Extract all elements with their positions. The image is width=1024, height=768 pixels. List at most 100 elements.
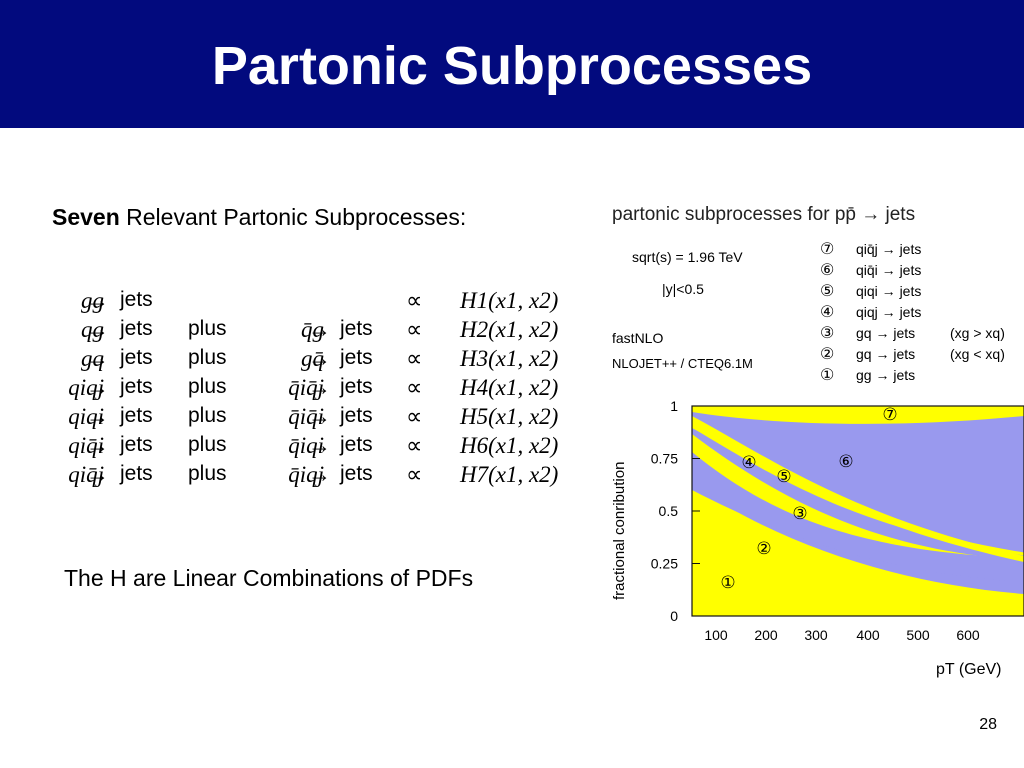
band-blue-mid: [692, 452, 1024, 582]
equation-proportional: ∝: [406, 346, 423, 371]
equation-lhs: qiq̄j: [68, 462, 104, 487]
sqrt-s-label: sqrt(s) = 1.96 TeV: [632, 249, 743, 265]
legend-marker: ⑤: [820, 283, 834, 300]
equation-arrow: →: [86, 404, 109, 429]
y-tick-label: 1: [670, 398, 678, 414]
slide-title: Partonic Subprocesses: [211, 36, 813, 96]
equation-lhs: qiq̄i: [68, 433, 104, 458]
legend: ⑦ qiq̄j → jets ⑥ qiq̄i → jets ⑤ qiqi → jets ④ q…: [820, 241, 1005, 384]
x-axis-label: pT (GeV): [936, 661, 1002, 678]
y-ticks: 0 0.25 0.5 0.75 1: [651, 398, 700, 624]
equation-plus: plus: [188, 462, 227, 485]
y-tick-label: 0: [670, 608, 678, 624]
rapidity-label: |y|<0.5: [662, 281, 704, 297]
generator-label: NLOJET++ / CTEQ6.1M: [612, 356, 753, 371]
equation-proportional: ∝: [406, 288, 423, 313]
equation-row: gq → jets plus gq̄ → jets ∝ H3(x1, x2): [38, 346, 598, 375]
legend-process: qiq̄j → jets: [856, 241, 921, 257]
equation-rhs: q̄iq̄j: [288, 375, 324, 400]
equation-jets: jets: [120, 404, 153, 427]
x-tick-label: 400: [856, 627, 880, 643]
equation-rhs-jets: jets: [340, 317, 373, 340]
equation-rhs-arrow: →: [308, 433, 331, 458]
equation-lhs: gg: [81, 288, 104, 313]
subtitle-rest: Relevant Partonic Subprocesses:: [119, 204, 467, 230]
equation-proportional: ∝: [406, 433, 423, 458]
x-tick-label: 600: [956, 627, 980, 643]
equation-arrow: →: [86, 462, 109, 487]
equation-plus: plus: [188, 346, 227, 369]
region-marker: ④: [741, 453, 756, 472]
equation-h-function: H2(x1, x2): [460, 317, 559, 342]
region-marker: ⑦: [882, 405, 897, 424]
equation-h-function: H3(x1, x2): [460, 346, 559, 371]
equation-rhs-arrow: →: [308, 462, 331, 487]
y-tick-label: 0.25: [651, 556, 678, 572]
equation-proportional: ∝: [406, 317, 423, 342]
equation-rhs: q̄g: [301, 317, 324, 342]
equation-arrow: →: [86, 433, 109, 458]
legend-marker: ④: [820, 304, 834, 321]
equation-rhs-jets: jets: [340, 346, 373, 369]
page-number: 28: [979, 716, 997, 733]
equation-rhs-arrow: →: [308, 404, 331, 429]
y-tick-label: 0.5: [659, 503, 679, 519]
x-ticks: 100 200 300 400 500 600: [704, 627, 980, 643]
legend-condition: (xg > xq): [950, 325, 1005, 341]
equation-rhs-jets: jets: [340, 375, 373, 398]
equation-jets: jets: [120, 317, 153, 340]
plot-area: [691, 405, 1024, 617]
x-tick-label: 100: [704, 627, 728, 643]
equation-proportional: ∝: [406, 375, 423, 400]
equation-proportional: ∝: [406, 462, 423, 487]
equation-lhs: qiqj: [68, 375, 104, 400]
region-marker: ⑤: [776, 467, 791, 486]
equation-rhs-jets: jets: [340, 462, 373, 485]
legend-process: qiq̄i → jets: [856, 262, 921, 278]
equation-row: qiq̄j → jets plus q̄iqj → jets ∝ H7(x1, x2): [38, 462, 598, 491]
equation-rhs-arrow: →: [308, 346, 331, 371]
band-qq-blue-top: [692, 412, 1024, 560]
equation-lhs: qiqi: [68, 404, 104, 429]
legend-marker: ⑦: [820, 241, 834, 258]
equation-rhs-jets: jets: [340, 433, 373, 456]
program-label: fastNLO: [612, 330, 663, 346]
equation-h-function: H1(x1, x2): [460, 288, 559, 313]
y-axis-label: fractional conribution: [611, 462, 628, 600]
equation-jets: jets: [120, 288, 153, 311]
legend-condition: (xg < xq): [950, 346, 1005, 362]
equation-h-function: H7(x1, x2): [460, 462, 559, 487]
equation-arrow: →: [86, 288, 109, 313]
region-marker: ③: [792, 504, 807, 523]
equation-jets: jets: [120, 433, 153, 456]
equation-jets: jets: [120, 375, 153, 398]
equation-row: qiq̄i → jets plus q̄iqi → jets ∝ H6(x1, x2): [38, 433, 598, 462]
equation-h-function: H4(x1, x2): [460, 375, 559, 400]
equation-row: qg → jets plus q̄g → jets ∝ H2(x1, x2): [38, 317, 598, 346]
equation-row: qiqj → jets plus q̄iq̄j → jets ∝ H4(x1, x2): [38, 375, 598, 404]
legend-marker: ②: [820, 346, 834, 363]
equation-jets: jets: [120, 462, 153, 485]
title-bar: [0, 0, 1024, 128]
equation-plus: plus: [188, 404, 227, 427]
legend-process: gq → jets: [856, 325, 915, 341]
legend-marker: ③: [820, 325, 834, 342]
equation-plus: plus: [188, 433, 227, 456]
equation-plus: plus: [188, 317, 227, 340]
subtitle: Seven Relevant Partonic Subprocesses:: [52, 204, 466, 231]
equation-rhs: q̄iq̄i: [288, 404, 324, 429]
band-bottom-yellow: [692, 520, 1024, 616]
x-tick-label: 200: [754, 627, 778, 643]
x-tick-label: 300: [804, 627, 828, 643]
equation-rhs-arrow: →: [308, 317, 331, 342]
pdf-note: The H are Linear Combinations of PDFs: [64, 565, 474, 591]
subprocess-figure: partonic subprocesses for pp̄ → jets sqr…: [611, 204, 1024, 678]
equation-rhs: q̄iqj: [288, 462, 324, 487]
legend-process: gg → jets: [856, 367, 915, 383]
region-markers: ① ② ③ ④ ⑤ ⑥ ⑦: [720, 405, 897, 592]
x-tick-label: 500: [906, 627, 930, 643]
equation-arrow: →: [86, 375, 109, 400]
equation-lhs: gq: [81, 346, 104, 371]
equation-row: qiqi → jets plus q̄iq̄i → jets ∝ H5(x1, x2): [38, 404, 598, 433]
legend-marker: ①: [820, 367, 834, 384]
